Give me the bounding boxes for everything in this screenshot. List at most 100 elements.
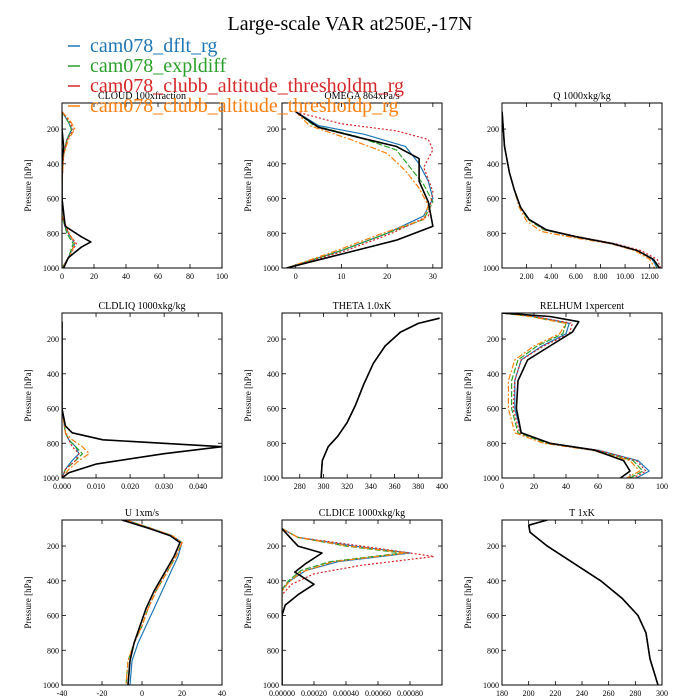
y-axis-label: Pressure [hPa] [243,369,253,421]
y-axis-label: Pressure [hPa] [23,369,33,421]
series-line [320,317,440,478]
y-tick-label: 200 [47,335,59,344]
panel-7: CLDICE 1000xkg/kg Pressure [hPa] 200 400 600… [243,508,443,698]
x-tick-label: 0.00020 [301,689,327,698]
panel-4: THETA 1.0xK Pressure [hPa] 200 400 600 800 100… [243,301,448,491]
y-tick-label: 1000 [483,264,499,273]
series-line [282,528,323,685]
y-tick-label: 1000 [43,681,59,690]
series-line [282,528,435,685]
y-tick-label: 1000 [263,681,279,690]
x-tick-label: 280 [294,482,306,491]
y-tick-label: 400 [267,577,279,586]
x-tick-label: 340 [365,482,377,491]
x-tick-label: 12.00 [641,272,659,281]
series-line [320,317,440,478]
y-tick-label: 800 [267,229,279,238]
series-line [282,528,403,685]
x-tick-label: 240 [576,689,588,698]
y-tick-label: 200 [487,335,499,344]
series-line [528,520,659,685]
series-line [125,520,183,685]
x-tick-label: 0.00060 [365,689,391,698]
y-axis-label: Pressure [hPa] [463,159,473,211]
y-tick-label: 1000 [483,681,499,690]
y-tick-label: 800 [47,646,59,655]
y-axis-label: Pressure [hPa] [463,576,473,628]
y-tick-label: 400 [487,370,499,379]
y-tick-label: 400 [267,160,279,169]
y-tick-label: 600 [487,195,499,204]
series-line [62,111,74,268]
series-line [502,313,641,478]
panel-title: THETA 1.0xK [333,301,392,312]
series-line [125,520,183,685]
y-tick-label: 400 [487,577,499,586]
series-line [502,111,656,268]
x-tick-label: 40 [122,272,130,281]
x-tick-label: 0.020 [121,482,139,491]
x-tick-label: 80 [626,482,634,491]
plot-frame [501,312,663,479]
series-line [286,111,434,268]
series-line [62,321,84,478]
legend-label: cam078_clubb_altitude_thresholdm_rg [90,75,404,97]
series-line [502,111,662,268]
series-line [62,111,76,268]
y-tick-label: 600 [47,195,59,204]
y-tick-label: 600 [487,612,499,621]
x-tick-label: 80 [186,272,194,281]
plot-frame [281,102,443,269]
x-tick-label: 4.00 [544,272,558,281]
x-tick-label: 0.040 [189,482,207,491]
series-line [62,321,90,478]
plot-frame [501,102,663,269]
legend: cam078_dflt_rgcam078_expldiffcam078_club… [68,35,404,117]
x-tick-label: 300 [656,689,668,698]
series-group [62,321,222,478]
series-group [527,520,659,685]
series-line [502,111,659,268]
series-line [62,321,80,478]
y-tick-label: 200 [487,125,499,134]
y-tick-label: 800 [267,439,279,448]
x-tick-label: 8.00 [593,272,607,281]
y-axis-label: Pressure [hPa] [243,576,253,628]
plot-frame [501,519,663,686]
series-line [121,520,181,685]
series-group [121,520,183,685]
x-tick-label: 20 [530,482,538,491]
x-tick-label: 60 [154,272,162,281]
x-tick-label: 100 [656,482,668,491]
x-tick-label: 180 [496,689,508,698]
series-group [502,111,662,268]
x-tick-label: -20 [97,689,108,698]
x-tick-label: 2.00 [520,272,534,281]
series-group [286,111,434,268]
series-line [502,111,658,268]
x-tick-label: 400 [436,482,448,491]
panel-title: CLDICE 1000xkg/kg [319,508,405,519]
x-tick-label: 10.00 [616,272,634,281]
x-tick-label: 220 [549,689,561,698]
x-tick-label: 0 [140,689,144,698]
y-tick-label: 400 [47,160,59,169]
y-tick-label: 600 [267,612,279,621]
x-tick-label: 6.00 [569,272,583,281]
y-tick-label: 600 [267,195,279,204]
y-tick-label: 200 [267,542,279,551]
y-tick-label: 600 [487,405,499,414]
x-tick-label: 20 [178,689,186,698]
series-line [502,313,647,478]
series-line [125,520,183,685]
series-line [320,317,440,478]
panel-2: Q 1000xkg/kg Pressure [hPa] 200 400 600 800 10… [463,91,663,281]
series-line [527,520,659,685]
series-line [286,111,429,268]
series-line [528,520,659,685]
x-tick-label: 260 [603,689,615,698]
